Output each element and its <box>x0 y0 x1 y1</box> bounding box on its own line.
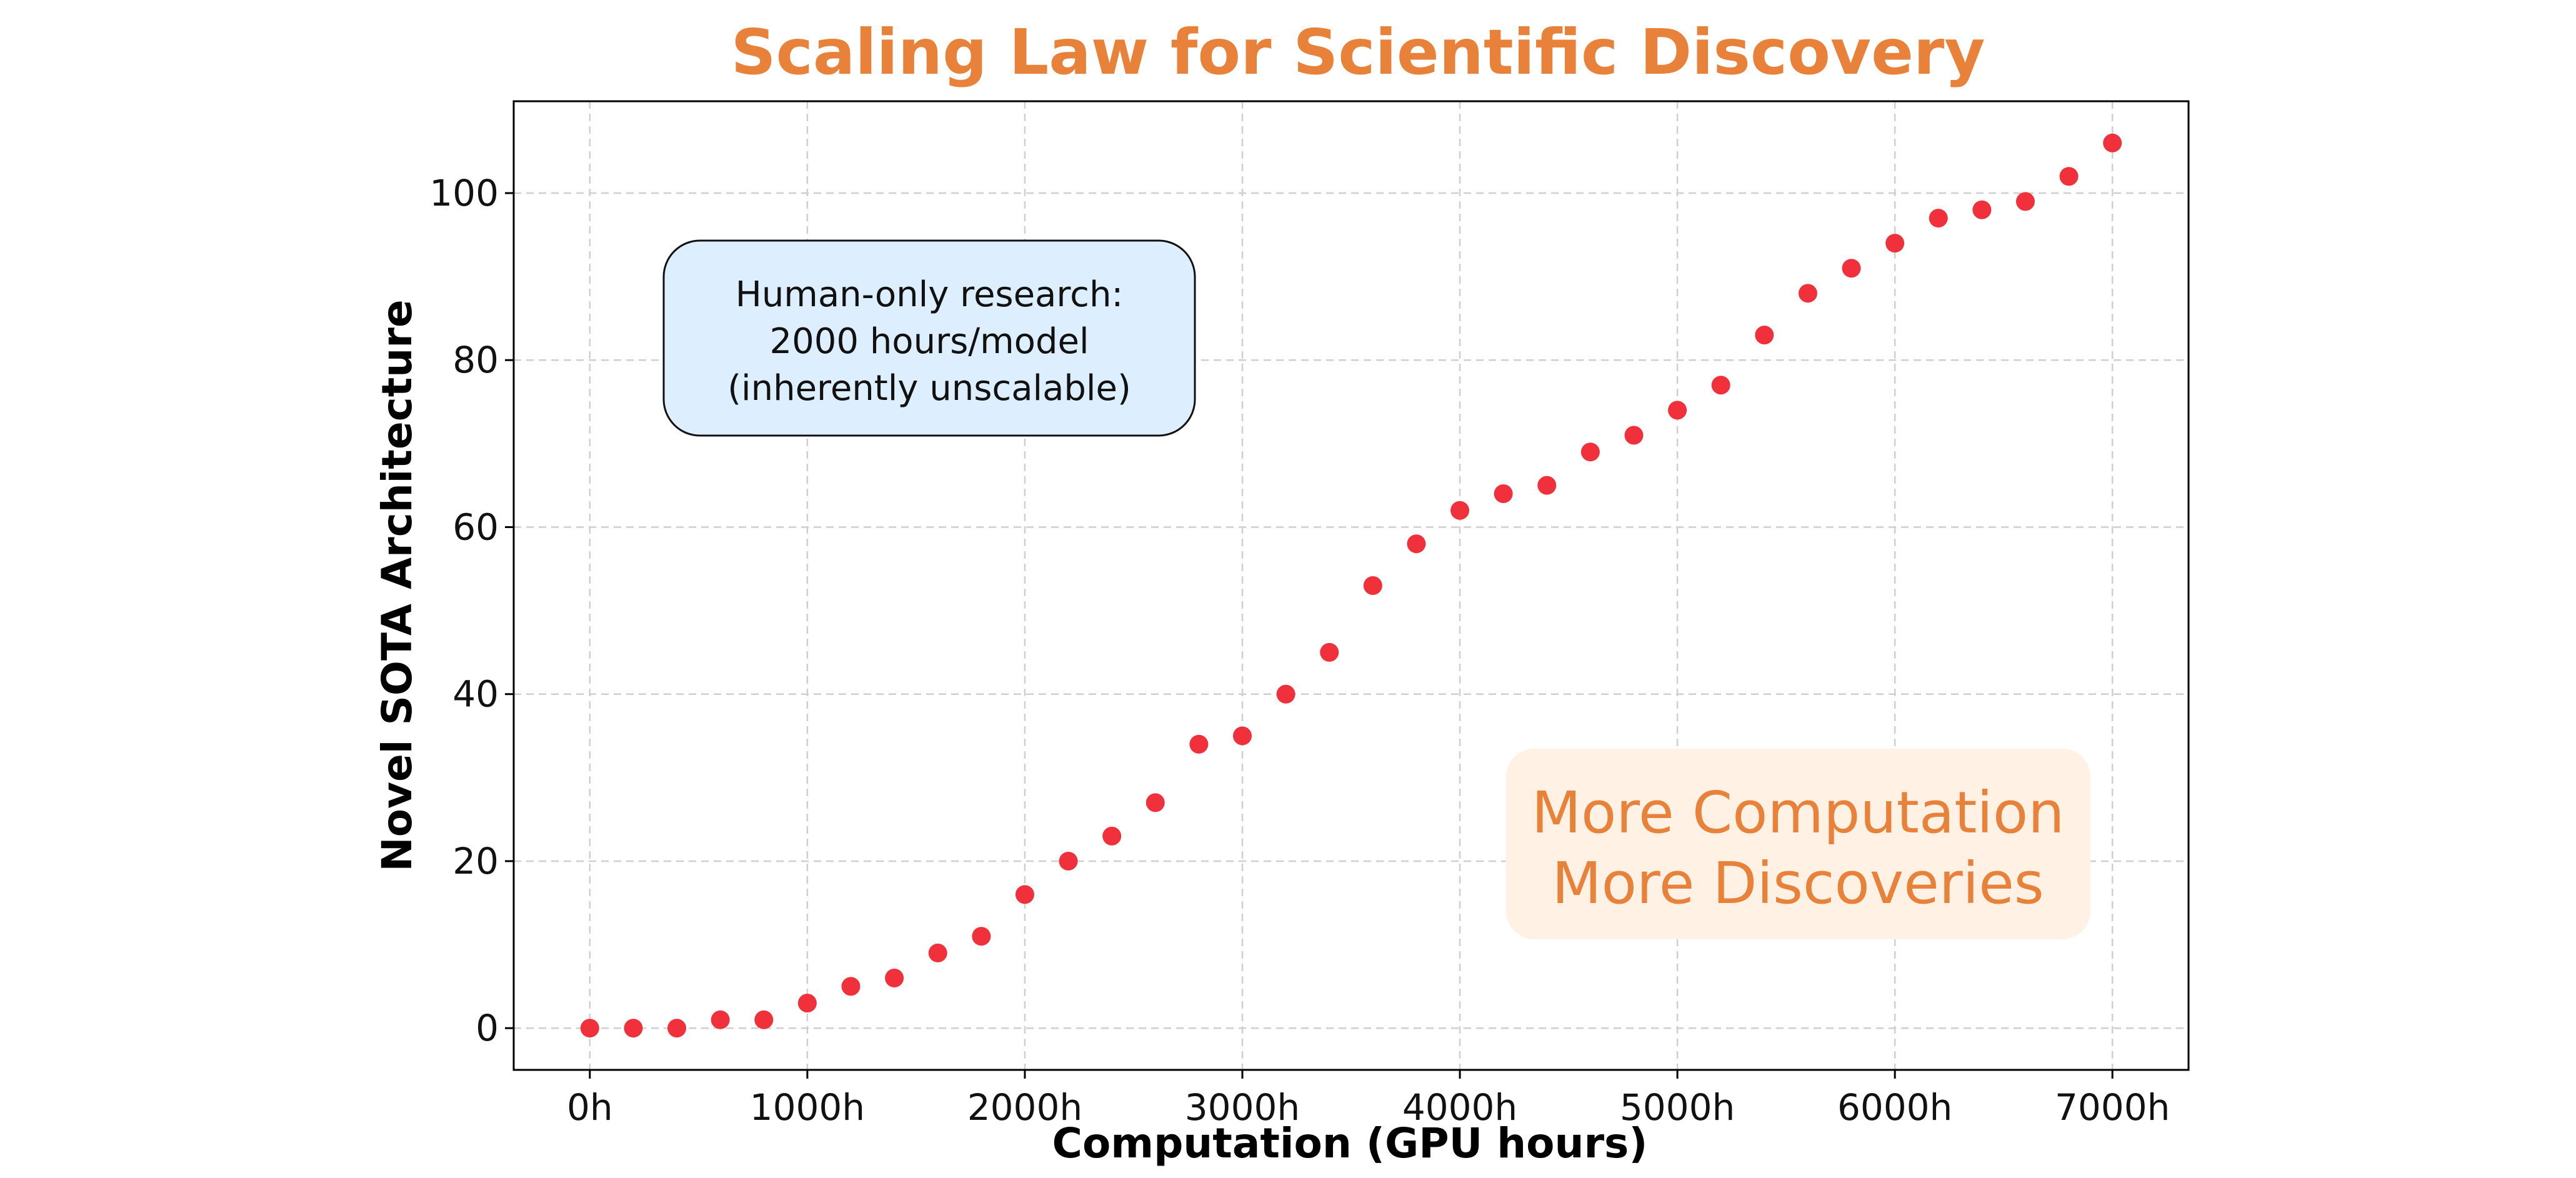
data-point <box>1972 200 1992 219</box>
data-point <box>1015 885 1034 904</box>
data-point <box>1537 476 1557 495</box>
more-computation-line-1: More Computation <box>1532 779 2065 846</box>
more-computation-annotation: More Computation More Discoveries <box>1506 749 2090 939</box>
data-point <box>580 1019 599 1038</box>
y-tick-label: 80 <box>452 339 499 381</box>
data-point <box>797 994 817 1013</box>
x-tick-label: 2000h <box>967 1086 1082 1129</box>
data-point <box>1755 326 1774 345</box>
y-tick-label: 60 <box>452 506 499 548</box>
data-point <box>1798 284 1817 303</box>
data-point <box>1711 376 1730 395</box>
human-only-line-1: Human-only research: <box>736 274 1124 315</box>
y-axis-label: Novel SOTA Architecture <box>373 299 421 871</box>
data-point <box>1189 734 1209 754</box>
data-point <box>1232 726 1252 746</box>
data-point <box>928 943 947 962</box>
y-tick-label: 20 <box>452 840 499 882</box>
data-point <box>841 977 861 996</box>
data-points <box>580 133 2122 1038</box>
y-tick-label: 40 <box>452 673 499 716</box>
data-point <box>1624 426 1644 445</box>
data-point <box>1407 534 1426 554</box>
y-axis-ticks: 0 20 40 60 80 100 <box>429 172 514 1049</box>
data-point <box>667 1019 687 1038</box>
y-tick-label: 100 <box>429 172 499 214</box>
human-only-box <box>662 239 1196 437</box>
x-axis-ticks: 0h 1000h 2000h 3000h 4000h 5000h 6000h 7000h <box>567 1070 2170 1129</box>
x-tick-label: 0h <box>567 1086 613 1129</box>
data-point <box>1668 401 1687 420</box>
x-tick-label: 4000h <box>1402 1086 1517 1129</box>
data-point <box>754 1010 774 1029</box>
data-point <box>2059 167 2079 186</box>
human-only-line-3: (inherently unscalable) <box>727 368 1131 409</box>
data-point <box>1276 684 1295 704</box>
plot-frame <box>512 100 2190 1071</box>
chart-title: Scaling Law for Scientific Discovery <box>731 16 1985 89</box>
more-computation-line-2: More Discoveries <box>1552 850 2044 917</box>
x-tick-label: 5000h <box>1620 1086 1735 1129</box>
data-point <box>1494 484 1513 504</box>
x-axis-label: Computation (GPU hours) <box>1052 1119 1648 1167</box>
data-point <box>711 1010 730 1029</box>
data-point <box>2103 133 2122 152</box>
x-tick-label: 1000h <box>750 1086 865 1129</box>
data-point <box>1885 234 1905 253</box>
data-point <box>972 927 991 946</box>
x-tick-label: 6000h <box>1837 1086 1952 1129</box>
data-point <box>1929 209 1948 228</box>
data-point <box>1842 259 1861 278</box>
more-computation-box <box>1506 749 2090 939</box>
data-point <box>1450 501 1470 520</box>
y-tick-label: 0 <box>476 1007 499 1049</box>
x-tick-label: 7000h <box>2055 1086 2170 1129</box>
human-only-annotation: Human-only research: 2000 hours/model (i… <box>662 239 1196 437</box>
data-point <box>1580 442 1600 462</box>
data-point <box>1059 851 1078 871</box>
data-point <box>1102 826 1122 846</box>
data-point <box>624 1019 643 1038</box>
data-point <box>2015 192 2035 211</box>
data-point <box>1363 576 1382 595</box>
human-only-line-2: 2000 hours/model <box>770 321 1089 362</box>
data-point <box>1146 793 1165 812</box>
x-tick-label: 3000h <box>1185 1086 1300 1129</box>
data-point <box>1320 642 1339 662</box>
data-point <box>885 969 904 988</box>
